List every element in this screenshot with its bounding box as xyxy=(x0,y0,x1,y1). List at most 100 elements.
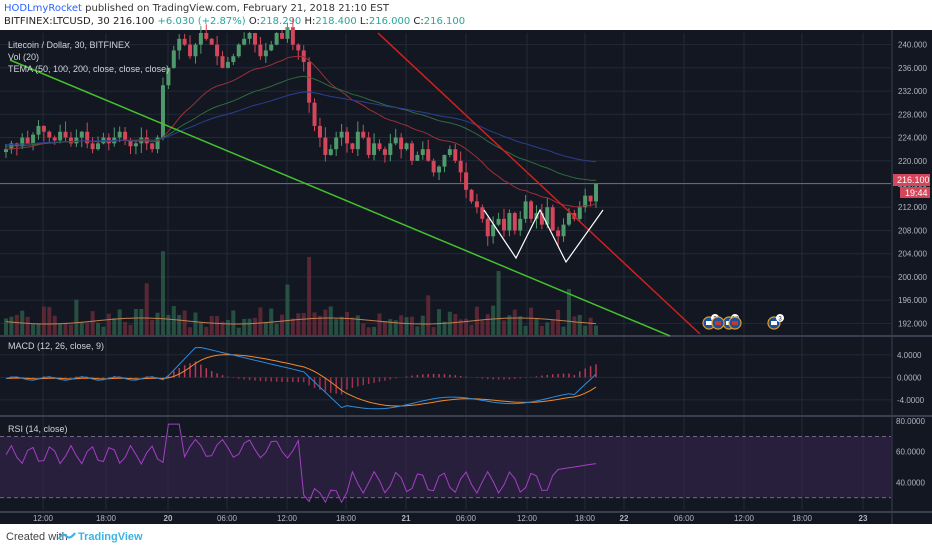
trend-lines[interactable] xyxy=(9,32,701,337)
volume-bar xyxy=(31,324,36,335)
volume-bar xyxy=(166,314,171,335)
candle-body xyxy=(474,201,479,208)
candle-body xyxy=(193,44,198,57)
candle-body xyxy=(355,131,360,150)
volume-bar xyxy=(106,313,111,335)
candle-body xyxy=(377,143,382,150)
candle-body xyxy=(128,140,133,147)
volume-bar xyxy=(47,306,52,335)
legend-rsi: RSI (14, close) xyxy=(8,424,68,434)
candle-body xyxy=(566,213,571,225)
x-tick-label: 06:00 xyxy=(456,514,477,523)
last-price: 216.100 xyxy=(112,16,155,27)
close-value: 216.100 xyxy=(423,16,466,27)
candle-body xyxy=(345,131,350,144)
volume-bar xyxy=(74,299,79,335)
candle-body xyxy=(236,44,241,57)
green-support-line[interactable] xyxy=(9,59,671,337)
volume-bar xyxy=(577,314,582,335)
event-markers[interactable]: 3143 xyxy=(702,314,784,330)
volume-bar xyxy=(507,315,512,335)
legend-macd: MACD (12, 26, close, 9) xyxy=(8,341,104,351)
volume-bar xyxy=(393,320,398,335)
volume-bar xyxy=(128,324,133,335)
candle-body xyxy=(123,131,128,141)
volume-bar xyxy=(323,309,328,335)
price-tick-label: 236.000 xyxy=(898,64,927,73)
candle-body xyxy=(79,131,84,138)
tema-50-line xyxy=(5,55,597,208)
ohlc-line: BITFINEX:LTCUSD, 30 216.100 +6.030 (+2.8… xyxy=(4,16,466,27)
candle-body xyxy=(442,154,447,167)
volume-bar xyxy=(339,316,344,335)
volume-bar xyxy=(572,316,577,335)
author-link[interactable]: HODLmyRocket xyxy=(4,3,82,14)
candle-body xyxy=(339,131,344,138)
volume-bar xyxy=(442,321,447,335)
candle-body xyxy=(594,184,598,202)
volume-bar xyxy=(215,316,220,335)
volume-bar xyxy=(280,314,285,335)
price-candles xyxy=(4,17,598,247)
candle-body xyxy=(166,67,171,86)
volume-bar xyxy=(79,322,84,335)
candle-body xyxy=(388,143,393,155)
candle-body xyxy=(431,160,436,173)
candle-body xyxy=(491,224,496,237)
price-tick-label: 204.000 xyxy=(898,250,927,259)
candle-body xyxy=(485,218,490,237)
volume-bar xyxy=(263,321,268,335)
candle-body xyxy=(480,207,485,219)
volume-bar xyxy=(160,251,165,335)
volume-bar xyxy=(296,313,301,335)
candle-body xyxy=(409,143,414,161)
volume-bar xyxy=(382,321,387,335)
candle-body xyxy=(561,224,566,237)
candle-body xyxy=(399,137,404,150)
candle-body xyxy=(296,44,301,51)
volume-bar xyxy=(112,318,117,335)
candle-body xyxy=(447,149,452,155)
volume-ma-line xyxy=(5,317,597,325)
volume-bar xyxy=(247,318,252,335)
tradingview-brand-link[interactable]: TradingView xyxy=(78,531,143,543)
volume-bar xyxy=(14,314,19,335)
double-bottom-pattern[interactable] xyxy=(483,208,604,264)
pane-separators xyxy=(0,30,932,524)
volume-bar xyxy=(485,314,490,335)
candle-body xyxy=(209,38,214,45)
candle-body xyxy=(96,143,101,150)
volume-bar xyxy=(501,320,506,335)
volume-bar xyxy=(25,316,30,335)
candle-body xyxy=(496,218,501,225)
legend-title: Litecoin / Dollar, 30, BITFINEX xyxy=(8,40,130,50)
candle-body xyxy=(393,137,398,144)
volume-bar xyxy=(415,326,420,335)
candle-body xyxy=(58,131,63,141)
candle-body xyxy=(307,62,312,103)
candle-body xyxy=(588,195,593,202)
volume-bar xyxy=(556,309,561,335)
volume-bar xyxy=(177,314,182,335)
volume-bar xyxy=(312,312,317,335)
x-tick-label: 12:00 xyxy=(277,514,298,523)
candle-body xyxy=(263,50,268,57)
volume-bar xyxy=(41,306,46,335)
candle-body xyxy=(464,172,469,190)
candle-body xyxy=(258,44,263,57)
macd-tick-label: -4.0000 xyxy=(897,396,925,405)
flag-stripe xyxy=(715,321,721,325)
red-resistance-line[interactable] xyxy=(377,32,701,335)
x-tick-label: 12:00 xyxy=(33,514,54,523)
price-badge: 216.100 xyxy=(897,175,930,185)
publish-line: HODLmyRocket published on TradingView.co… xyxy=(4,3,389,14)
price-tick-label: 224.000 xyxy=(898,134,927,143)
volume-bar xyxy=(539,325,544,335)
volume-bar xyxy=(198,322,203,335)
candle-body xyxy=(68,137,73,144)
volume-bar xyxy=(372,326,377,335)
volume-bar xyxy=(144,283,149,335)
volume-bar xyxy=(204,326,209,335)
flag-stripe xyxy=(732,321,738,325)
